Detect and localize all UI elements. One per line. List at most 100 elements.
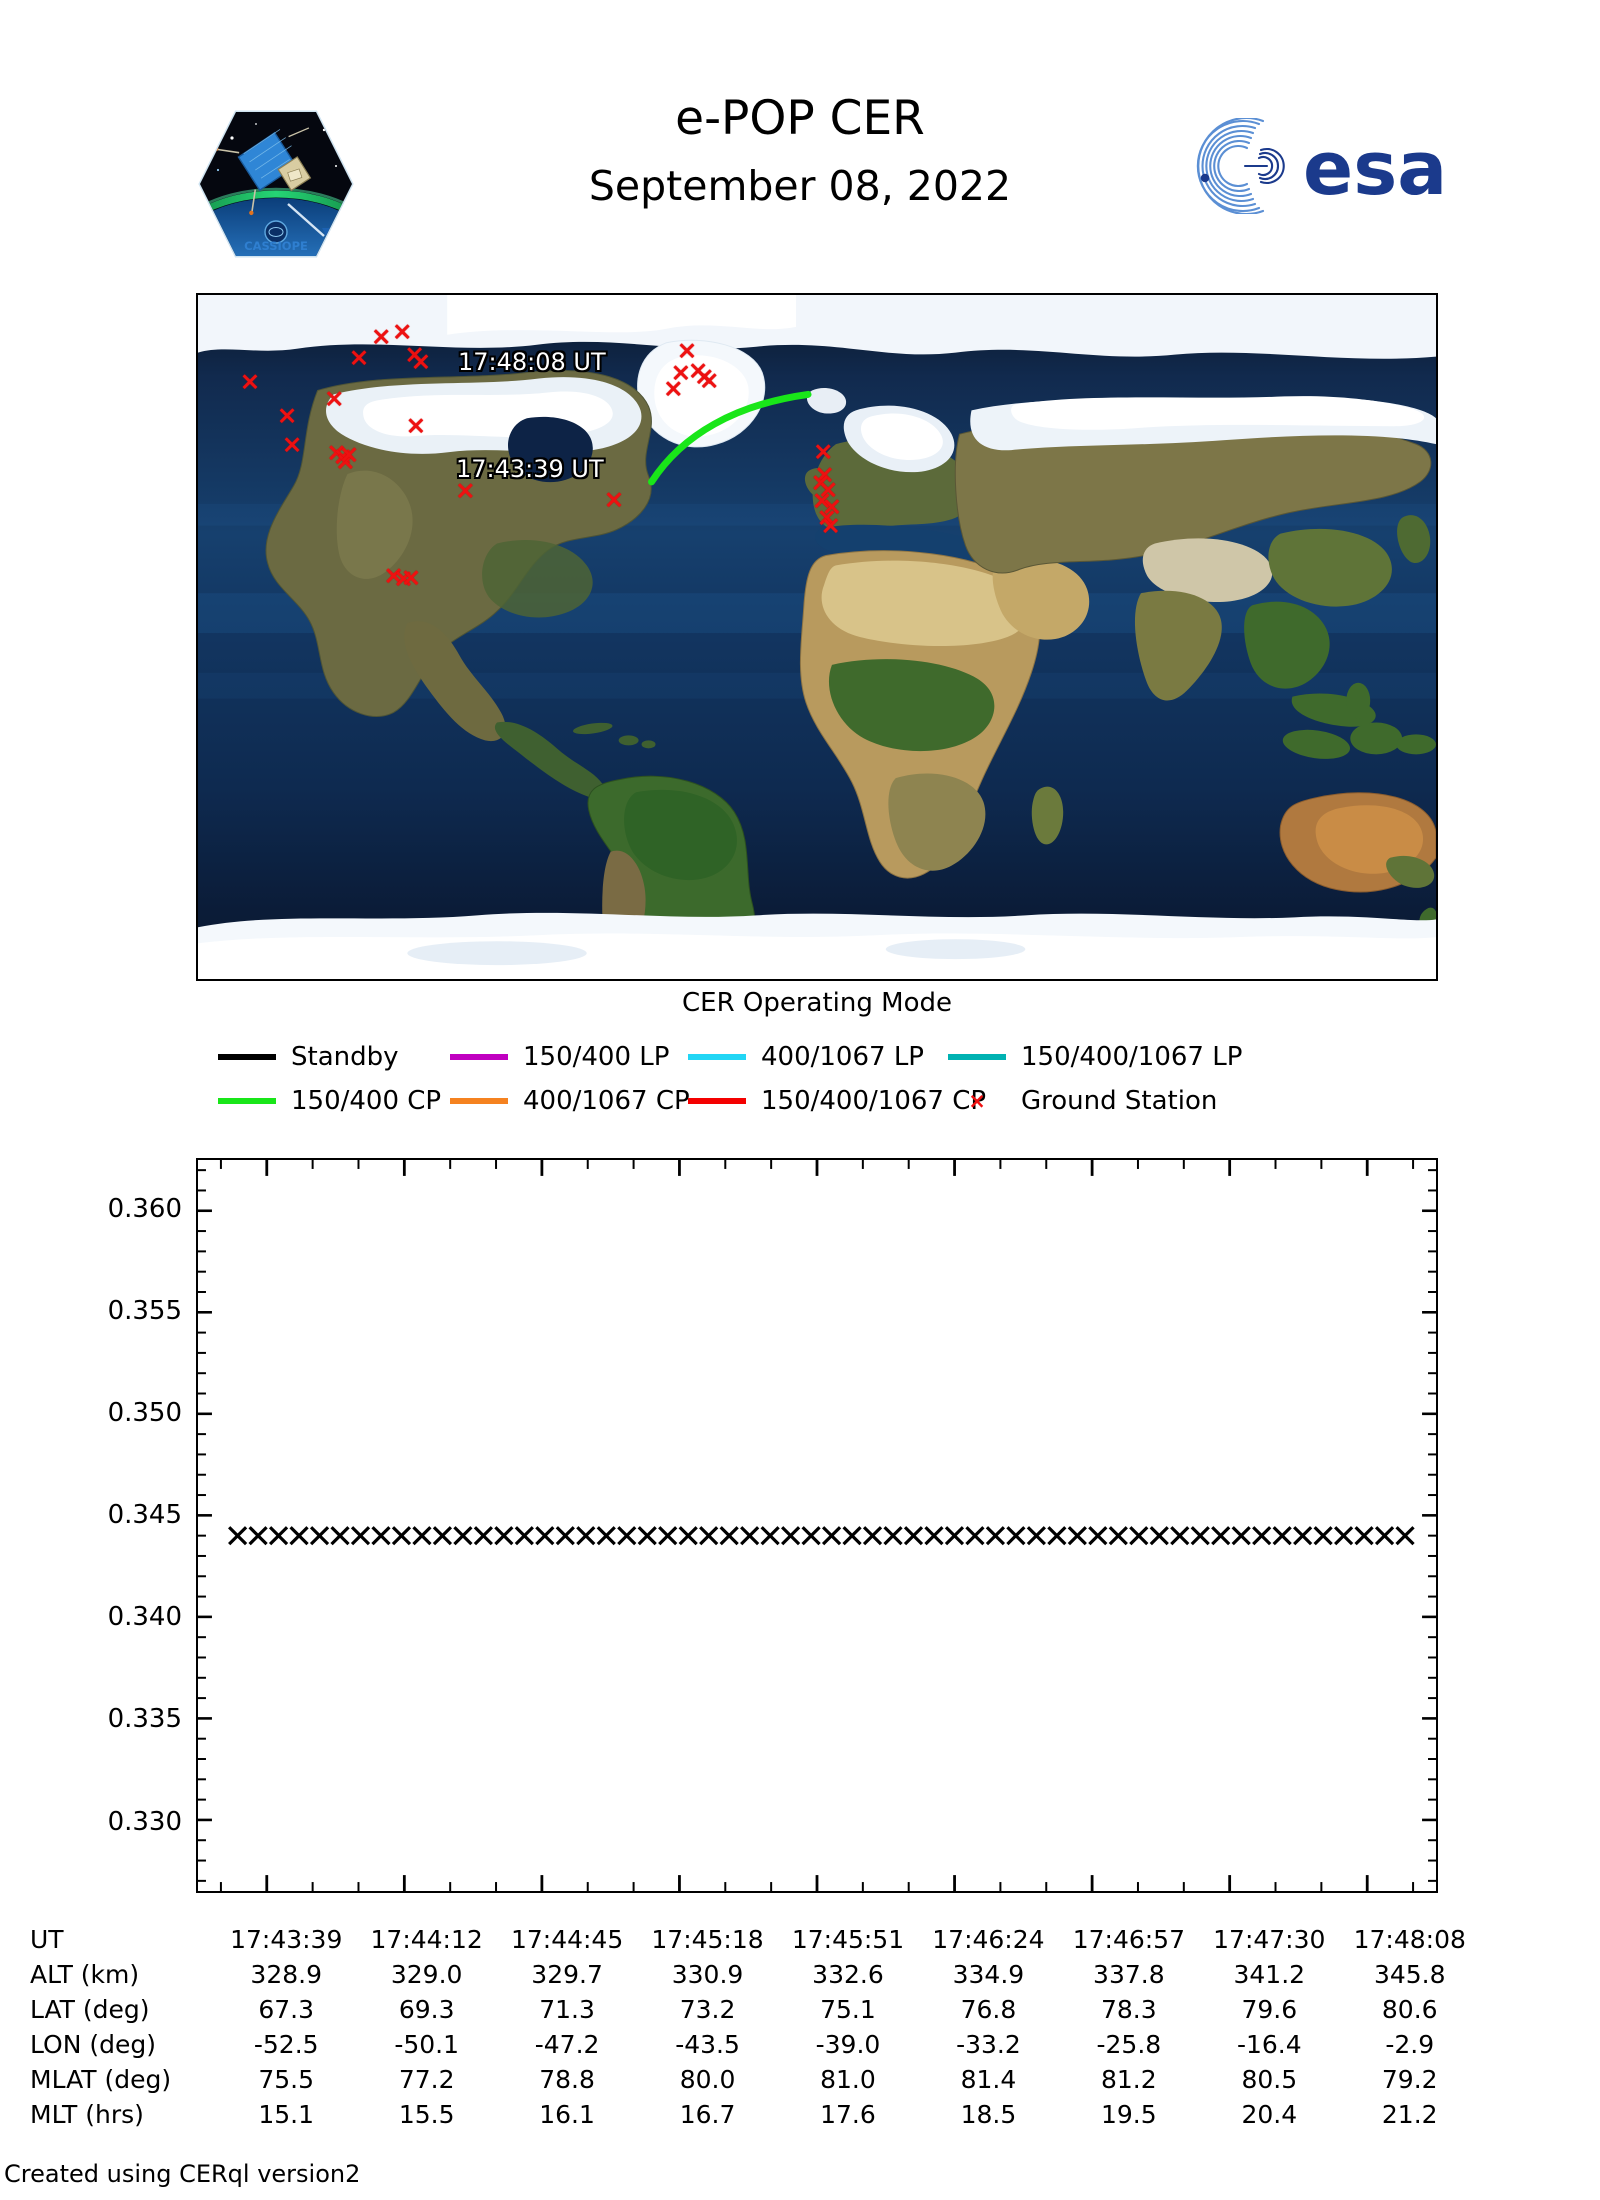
- legend-color-swatch: [218, 1098, 276, 1104]
- ground-station-marker: ×: [334, 446, 356, 476]
- ground-station-marker: ×: [326, 437, 348, 467]
- ground-station-marker: ×: [404, 339, 426, 369]
- y-tick-label: 0.350: [107, 1398, 182, 1429]
- ground-station-marker: ×: [454, 475, 476, 505]
- table-cell: 17:44:45: [510, 1925, 624, 1954]
- ground-station-marker: ×: [810, 467, 832, 497]
- table-cell: -52.5: [253, 2030, 319, 2059]
- y-tick-label: 0.330: [107, 1806, 182, 1837]
- ground-station-marker: ×: [693, 361, 715, 391]
- ground-station-marker: ×: [348, 342, 370, 372]
- table-cell: 341.2: [1233, 1960, 1306, 1989]
- table-row-label: LAT (deg): [30, 1995, 150, 2024]
- table-cell: 17:43:39: [230, 1925, 343, 1954]
- table-cell: 77.2: [398, 2065, 455, 2094]
- y-tick-label: 0.345: [107, 1500, 182, 1531]
- ground-station-marker: ×: [813, 459, 835, 489]
- ground-station-marker: ×: [393, 563, 414, 593]
- ground-station-marker: ×: [332, 441, 354, 471]
- legend-color-swatch: [450, 1098, 508, 1104]
- table-cell: -2.9: [1385, 2030, 1435, 2059]
- table-row: MLAT (deg) 75.5 77.2 78.8 80.0 81.0 81.4 81.2 80…: [30, 2062, 1480, 2097]
- table-cell: 73.2: [679, 1995, 736, 2024]
- ground-station-marker: ×: [323, 383, 345, 413]
- table-row: LAT (deg) 67.3 69.3 71.3 73.2 75.1 76.8 78.3 79.…: [30, 1992, 1480, 2027]
- table-cell: 345.8: [1373, 1960, 1446, 1989]
- table-cell: 17:48:08: [1353, 1925, 1466, 1954]
- ephemeris-table: UT 17:43:39 17:44:12 17:44:45 17:45:18 17:45:…: [30, 1922, 1480, 2132]
- legend-color-swatch: [218, 1054, 276, 1060]
- table-cell: 17:46:57: [1072, 1925, 1185, 1954]
- table-cell: 75.1: [820, 1995, 876, 2024]
- table-cell: 16.7: [679, 2100, 736, 2129]
- esa-swirl-icon: [1196, 116, 1285, 216]
- legend-label: 150/400/1067 LP: [1021, 1042, 1243, 1072]
- table-row: LON (deg) -52.5 -50.1 -47.2 -43.5 -39.0 -33.2 -…: [30, 2027, 1480, 2062]
- legend-label: 400/1067 CP: [523, 1086, 690, 1116]
- legend-color-swatch: [450, 1054, 508, 1060]
- legend-label: 150/400/1067 CP: [761, 1086, 987, 1116]
- table-cell: -33.2: [956, 2030, 1021, 2059]
- table-cell: 337.8: [1093, 1960, 1165, 1989]
- ground-station-marker: ×: [391, 316, 413, 346]
- page-date: September 08, 2022: [588, 162, 1012, 210]
- page-title: e-POP CER: [675, 91, 925, 146]
- table-cell: -47.2: [534, 2030, 600, 2059]
- table-row-label: MLT (hrs): [30, 2100, 144, 2129]
- table-cell: 79.2: [1381, 2065, 1438, 2094]
- ground-station-icon: ×: [968, 1088, 986, 1113]
- table-cell: 328.9: [250, 1960, 322, 1989]
- ground-station-marker: ×: [410, 346, 432, 376]
- legend-color-swatch: [688, 1054, 746, 1060]
- table-cell: 17:46:24: [932, 1925, 1045, 1954]
- table-cell: 19.5: [1101, 2100, 1157, 2129]
- table-cell: 81.4: [960, 2065, 1017, 2094]
- ground-station-marker: ×: [662, 373, 684, 403]
- legend-item: 150/400/1067 LP: [948, 1042, 1242, 1072]
- esa-wordmark: esa: [1303, 126, 1447, 212]
- table-row-label: UT: [30, 1925, 64, 1954]
- operating-mode-legend: Standby 150/400 LP 400/1067 LP 150/400/1067…: [196, 1035, 1456, 1123]
- satellite-ground-track: [648, 390, 812, 486]
- ground-station-marker: ×: [405, 410, 427, 440]
- table-cell: -16.4: [1236, 2030, 1302, 2059]
- table-row: UT 17:43:39 17:44:12 17:44:45 17:45:18 17:45:…: [30, 1922, 1480, 1957]
- page-header: CASSIOPE e-POP CER September 08, 2022: [0, 0, 1600, 265]
- legend-item: × Ground Station: [948, 1086, 1217, 1116]
- ground-station-marker: ×: [820, 510, 842, 540]
- ground-station-marker: ×: [370, 321, 392, 351]
- table-cell: 18.5: [960, 2100, 1017, 2129]
- ground-station-marker: ×: [816, 502, 838, 532]
- table-row-label: MLAT (deg): [30, 2065, 172, 2094]
- table-cell: -50.1: [394, 2030, 459, 2059]
- table-cell: 334.9: [952, 1960, 1025, 1989]
- cer-current-plot: [196, 1158, 1438, 1893]
- mission-patch-label: CASSIOPE: [244, 239, 308, 253]
- ground-station-marker: ×: [676, 335, 698, 365]
- table-cell: 78.3: [1101, 1995, 1157, 2024]
- y-tick-label: 0.335: [107, 1704, 182, 1735]
- legend-label: Ground Station: [1021, 1086, 1218, 1116]
- legend-color-swatch: [948, 1054, 1006, 1060]
- cassiope-mission-patch: CASSIOPE: [196, 108, 356, 260]
- ground-station-marker: ×: [338, 439, 360, 469]
- table-cell: 15.5: [398, 2100, 455, 2129]
- ground-station-marker: ×: [239, 366, 261, 395]
- table-cell: 20.4: [1241, 2100, 1298, 2129]
- track-start-time-label: 17:43:39 UT: [456, 455, 604, 483]
- table-row: MLT (hrs) 15.1 15.5 16.1 16.7 17.6 18.5 19.5 20.…: [30, 2097, 1480, 2132]
- table-cell: -43.5: [675, 2030, 740, 2059]
- table-cell: 80.5: [1241, 2065, 1298, 2094]
- title-block: e-POP CER September 08, 2022: [400, 95, 1200, 207]
- legend-label: 150/400 LP: [523, 1042, 670, 1072]
- data-series-markers: [228, 1526, 1415, 1546]
- legend-item: 400/1067 CP: [450, 1086, 690, 1116]
- table-cell: 69.3: [398, 1995, 455, 2024]
- world-map-panel: 17:48:08 UT 17:43:39 UT × × × × × × × × × × × × × × × ×…: [196, 293, 1438, 981]
- table-row-label: ALT (km): [30, 1960, 140, 1989]
- y-tick-label: 0.340: [107, 1602, 182, 1633]
- footer-credit: Created using CERql version2: [4, 2160, 361, 2188]
- table-cell: 67.3: [258, 1995, 315, 2024]
- ground-station-marker: ×: [400, 562, 422, 592]
- legend-label: 150/400 CP: [291, 1086, 442, 1116]
